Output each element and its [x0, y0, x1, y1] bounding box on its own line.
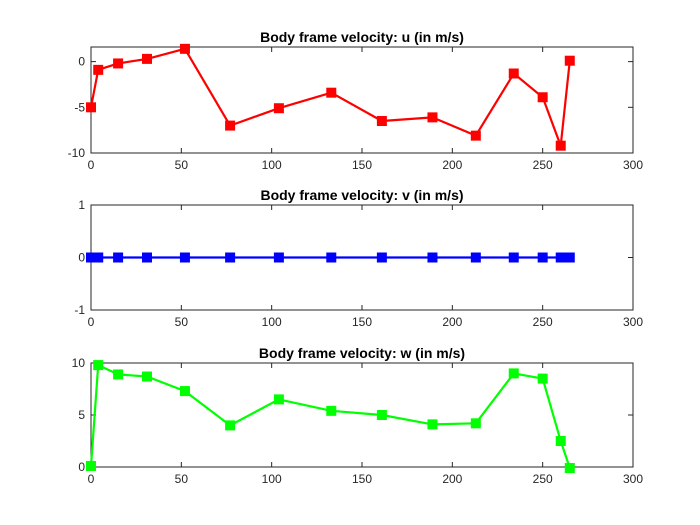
data-point: [142, 53, 153, 64]
x-tick-label: 0: [88, 158, 95, 172]
x-tick-label: 150: [352, 472, 372, 486]
y-tick-label: 1: [78, 198, 85, 212]
y-tick-label: 10: [72, 356, 86, 370]
y-tick-label: -5: [74, 100, 85, 114]
data-point: [564, 55, 575, 66]
data-point: [427, 112, 438, 123]
chart-title: Body frame velocity: v (in m/s): [260, 187, 463, 203]
y-tick-label: -10: [68, 146, 86, 160]
data-point: [93, 360, 104, 371]
data-point: [179, 386, 190, 397]
data-point: [86, 460, 96, 471]
data-point: [376, 116, 387, 127]
x-tick-label: 150: [352, 158, 372, 172]
chart-title: Body frame velocity: u (in m/s): [260, 29, 464, 45]
subplot-2: Body frame velocity: v (in m/s) 0 50 100 150…: [74, 187, 643, 329]
x-tick-label: 100: [262, 158, 282, 172]
data-point: [376, 410, 387, 420]
data-point: [508, 68, 519, 79]
x-tick-label: 300: [623, 158, 643, 172]
x-tick-label: 300: [623, 472, 643, 486]
data-point: [564, 463, 575, 474]
x-tick-label: 200: [442, 158, 462, 172]
x-tick-label: 200: [442, 472, 462, 486]
x-tick-label: 250: [533, 158, 553, 172]
data-point: [142, 371, 153, 382]
data-point: [225, 420, 236, 431]
data-point: [225, 252, 236, 263]
data-point: [537, 252, 548, 263]
data-point: [537, 373, 548, 384]
chart-title: Body frame velocity: w (in m/s): [259, 345, 465, 361]
x-tick-label: 250: [533, 315, 553, 329]
x-tick-label: 100: [262, 315, 282, 329]
data-point: [537, 92, 548, 103]
y-tick-label: -1: [74, 303, 85, 317]
data-point: [273, 103, 284, 114]
y-tick-label: 0: [78, 251, 85, 265]
data-point: [326, 405, 337, 416]
data-point: [508, 252, 519, 263]
data-point: [113, 58, 124, 69]
y-tick-label: 5: [78, 408, 85, 422]
plot-area: [90, 46, 634, 154]
data-point: [470, 418, 481, 429]
x-tick-label: 50: [175, 472, 189, 486]
data-point: [555, 252, 566, 263]
y-tick-label: 0: [78, 460, 85, 474]
data-point: [326, 252, 337, 263]
data-point: [555, 436, 566, 446]
data-point: [113, 369, 124, 380]
x-tick-label: 50: [175, 315, 189, 329]
subplot-3: Body frame velocity: w (in m/s)0 50 100 150…: [72, 345, 644, 486]
data-point: [427, 419, 438, 430]
data-point: [508, 368, 519, 379]
data-point: [326, 87, 337, 98]
data-point: [93, 64, 104, 75]
data-point: [86, 252, 96, 263]
data-point: [273, 252, 284, 263]
data-point: [179, 43, 190, 54]
data-point: [470, 130, 481, 141]
y-tick-label: 0: [78, 55, 85, 69]
data-point: [225, 120, 236, 131]
data-point: [142, 252, 153, 263]
x-tick-label: 200: [442, 315, 462, 329]
data-point: [376, 252, 387, 263]
x-tick-label: 50: [175, 158, 189, 172]
data-point: [93, 252, 104, 263]
data-point: [470, 252, 481, 263]
x-tick-label: 250: [533, 472, 553, 486]
data-point: [273, 394, 284, 405]
data-point: [564, 252, 575, 263]
x-tick-label: 300: [623, 315, 643, 329]
x-tick-label: 150: [352, 315, 372, 329]
x-tick-label: 0: [88, 472, 95, 486]
plot-area: [90, 362, 634, 468]
subplot-1: Body frame velocity: u (in m/s) 0 50 100 150…: [68, 29, 644, 172]
data-point: [427, 252, 438, 263]
data-point: [86, 102, 96, 113]
data-point: [179, 252, 190, 263]
x-tick-label: 0: [88, 315, 95, 329]
data-point: [113, 252, 124, 263]
x-tick-label: 100: [262, 472, 282, 486]
data-point: [555, 140, 566, 151]
